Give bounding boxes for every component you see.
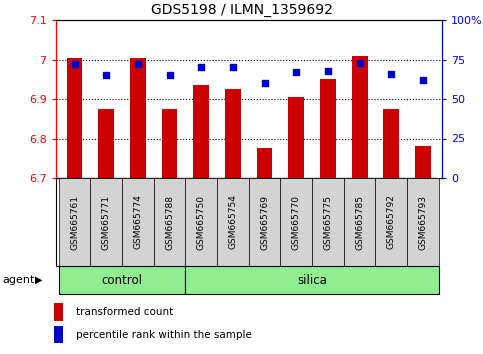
Bar <box>162 109 177 178</box>
Bar <box>312 178 344 266</box>
Bar <box>90 178 122 266</box>
Point <box>356 60 364 65</box>
Bar <box>59 266 185 294</box>
Bar <box>185 266 439 294</box>
Bar <box>281 178 312 266</box>
Bar <box>384 109 399 178</box>
Bar <box>130 58 146 178</box>
Point <box>166 73 173 78</box>
Bar <box>122 178 154 266</box>
Bar <box>225 89 241 178</box>
Bar <box>320 79 336 178</box>
Point <box>71 61 78 67</box>
Point <box>134 61 142 67</box>
Bar <box>344 178 375 266</box>
Bar <box>67 57 83 178</box>
Text: GDS5198 / ILMN_1359692: GDS5198 / ILMN_1359692 <box>151 3 332 17</box>
Point <box>324 68 332 73</box>
Bar <box>288 97 304 178</box>
Point <box>419 77 427 83</box>
Text: transformed count: transformed count <box>75 307 173 317</box>
Text: percentile rank within the sample: percentile rank within the sample <box>75 330 252 339</box>
Text: control: control <box>101 274 142 286</box>
Point <box>229 64 237 70</box>
Bar <box>407 178 439 266</box>
Text: GSM665761: GSM665761 <box>70 194 79 250</box>
Text: GSM665793: GSM665793 <box>418 194 427 250</box>
Text: GSM665770: GSM665770 <box>292 194 301 250</box>
Text: GSM665785: GSM665785 <box>355 194 364 250</box>
Bar <box>99 109 114 178</box>
Text: GSM665750: GSM665750 <box>197 194 206 250</box>
Point <box>387 71 395 76</box>
Text: agent: agent <box>2 275 35 285</box>
Text: GSM665771: GSM665771 <box>102 194 111 250</box>
Bar <box>54 325 63 343</box>
Bar <box>193 85 209 178</box>
Text: GSM665769: GSM665769 <box>260 194 269 250</box>
Bar <box>59 178 90 266</box>
Bar <box>54 303 63 320</box>
Point <box>261 80 269 86</box>
Bar <box>375 178 407 266</box>
Text: GSM665775: GSM665775 <box>324 194 332 250</box>
Bar <box>185 178 217 266</box>
Point <box>292 69 300 75</box>
Bar <box>217 178 249 266</box>
Point <box>102 73 110 78</box>
Text: GSM665788: GSM665788 <box>165 194 174 250</box>
Bar <box>154 178 185 266</box>
Bar <box>249 178 281 266</box>
Text: GSM665754: GSM665754 <box>228 195 238 250</box>
Point <box>198 64 205 70</box>
Text: ▶: ▶ <box>35 275 43 285</box>
Bar <box>415 147 431 178</box>
Text: silica: silica <box>297 274 327 286</box>
Bar <box>352 56 368 178</box>
Bar <box>256 148 272 178</box>
Text: GSM665774: GSM665774 <box>133 195 142 250</box>
Text: GSM665792: GSM665792 <box>387 195 396 250</box>
